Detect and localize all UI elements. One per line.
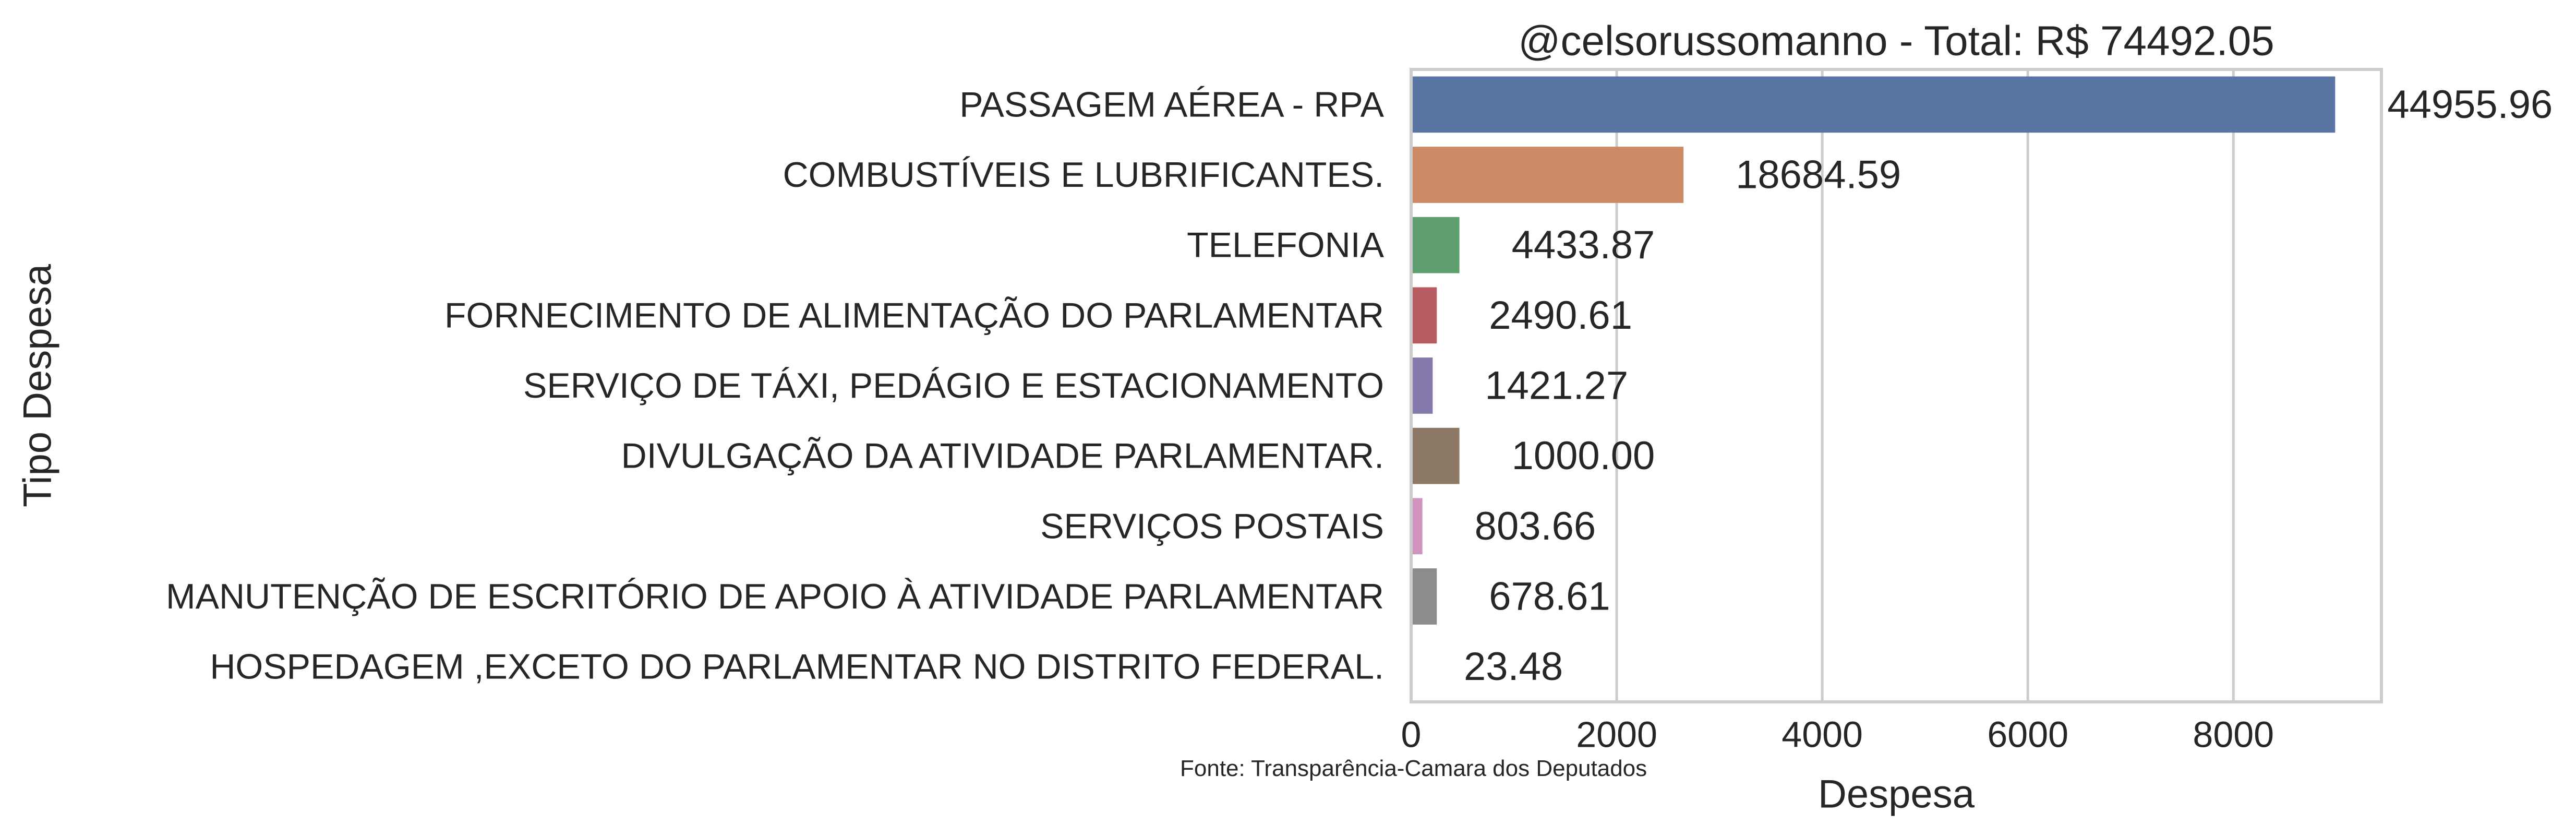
bar	[1411, 147, 1684, 203]
data-label: 23.48	[1464, 644, 1563, 689]
bar	[1411, 217, 1460, 273]
x-tick-label: 4000	[1781, 714, 1863, 755]
bar	[1411, 427, 1460, 484]
data-label: 1000.00	[1512, 434, 1655, 478]
x-tick-label: 6000	[1987, 714, 2068, 755]
bar	[1411, 357, 1433, 414]
y-axis-label: Tipo Despesa	[16, 264, 60, 507]
category-label: SERVIÇOS POSTAIS	[1040, 506, 1384, 546]
x-tick-label: 2000	[1576, 714, 1657, 755]
category-label: SERVIÇO DE TÁXI, PEDÁGIO E ESTACIONAMENT…	[523, 366, 1384, 405]
data-label: 678.61	[1489, 575, 1610, 619]
data-label: 2490.61	[1489, 293, 1632, 338]
category-label: PASSAGEM AÉREA - RPA	[959, 85, 1384, 124]
category-label: DIVULGAÇÃO DA ATIVIDADE PARLAMENTAR.	[621, 436, 1384, 476]
data-label: 1421.27	[1485, 364, 1628, 408]
x-axis-label: Despesa	[1818, 772, 1975, 817]
plot-frame	[1410, 68, 2383, 703]
x-tick-label: 0	[1401, 714, 1422, 755]
chart-title: @celsorussomanno - Total: R$ 74492.05	[1518, 18, 2274, 64]
data-label: 4433.87	[1512, 223, 1655, 267]
data-label: 803.66	[1475, 504, 1596, 548]
category-label: MANUTENÇÃO DE ESCRITÓRIO DE APOIO À ATIV…	[166, 577, 1384, 616]
category-label: TELEFONIA	[1187, 225, 1384, 265]
bar	[1411, 76, 2336, 133]
bar	[1411, 498, 1423, 555]
category-label: FORNECIMENTO DE ALIMENTAÇÃO DO PARLAMENT…	[444, 295, 1384, 335]
category-label: COMBUSTÍVEIS E LUBRIFICANTES.	[783, 155, 1384, 195]
data-label: 18684.59	[1736, 153, 1901, 197]
data-label: 44955.96	[2387, 82, 2553, 127]
source-footnote: Fonte: Transparência-Camara dos Deputado…	[1180, 756, 1647, 781]
x-tick-label: 8000	[2193, 714, 2274, 755]
bar	[1411, 287, 1437, 344]
category-label: HOSPEDAGEM ,EXCETO DO PARLAMENTAR NO DIS…	[210, 647, 1384, 687]
bar	[1411, 568, 1437, 625]
